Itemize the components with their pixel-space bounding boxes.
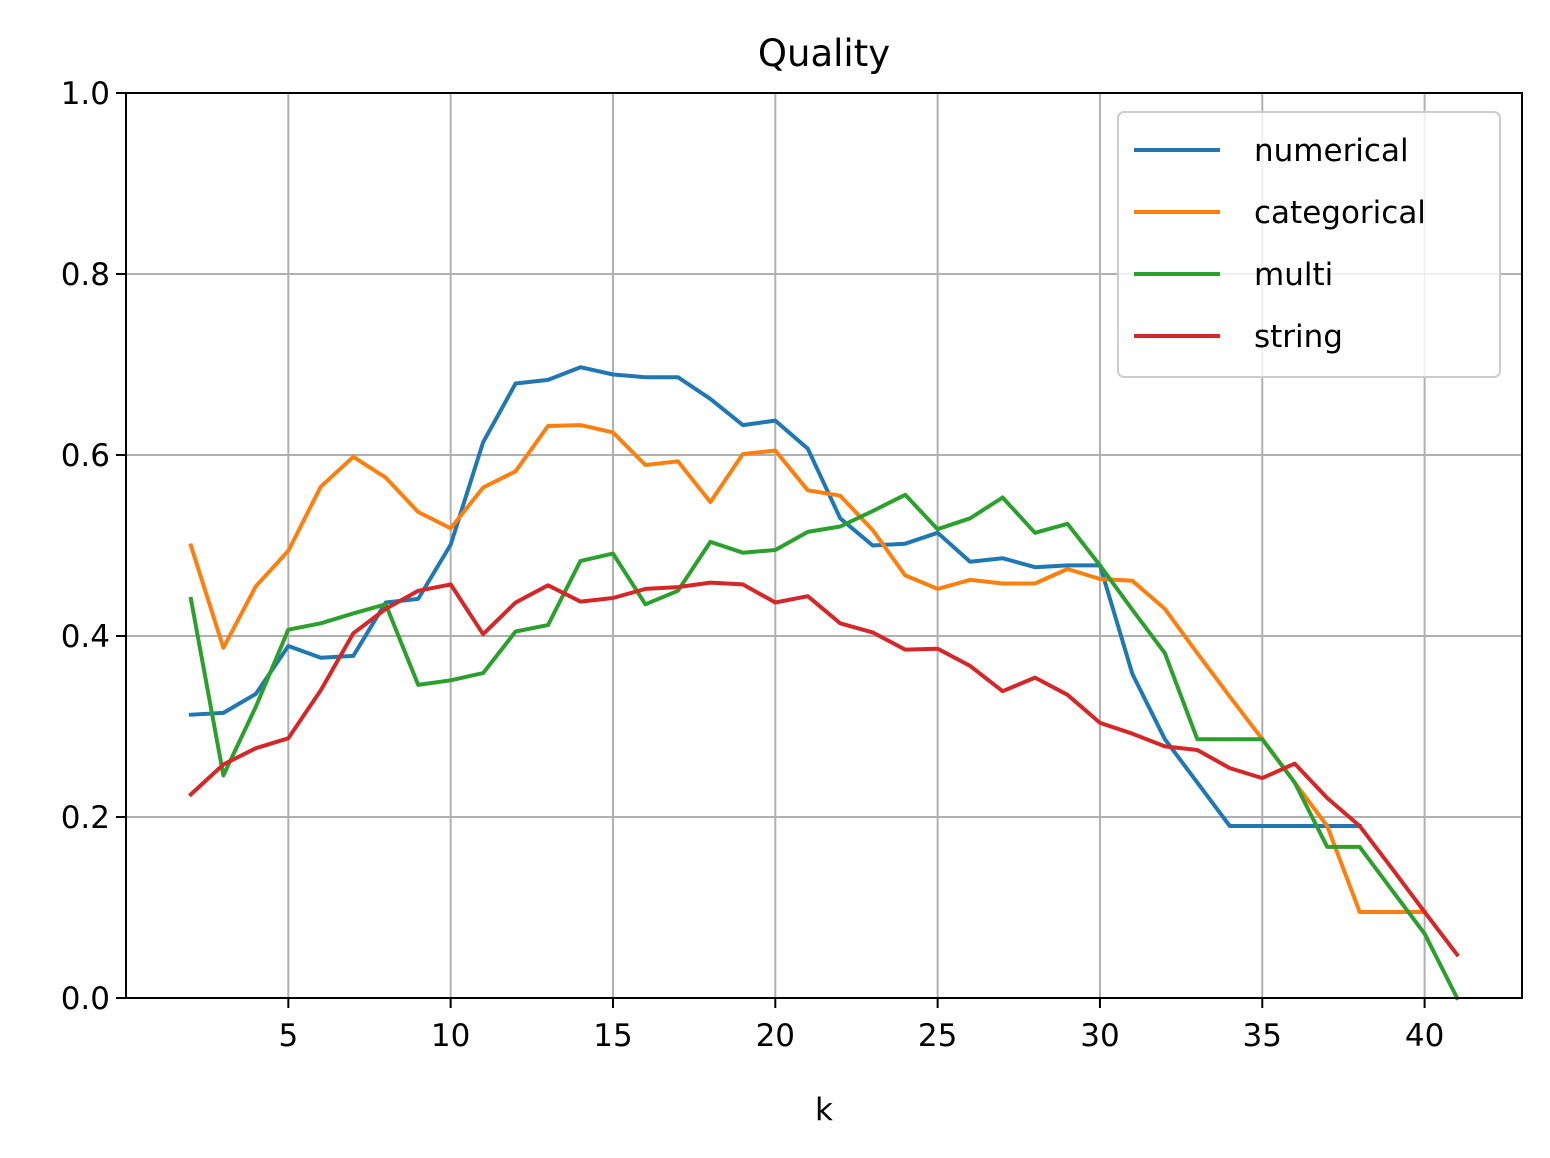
legend-box bbox=[1117, 111, 1501, 378]
x-tick-label: 40 bbox=[1405, 1018, 1444, 1054]
y-tick-label: 0.2 bbox=[61, 800, 110, 836]
y-tick-label: 0.0 bbox=[61, 981, 110, 1017]
series-line-multi bbox=[188, 492, 1460, 1001]
y-tick-label: 0.8 bbox=[61, 257, 110, 293]
axis-ticks: 5 10 15 20 25 30 35 40 0.0 0.2 0.4 0.6 0.8 1.0 bbox=[61, 76, 1445, 1054]
x-tick-label: 10 bbox=[431, 1018, 470, 1054]
legend-label-numerical: numerical bbox=[1254, 133, 1409, 169]
legend-label-string: string bbox=[1254, 319, 1343, 355]
y-tick-label: 0.4 bbox=[61, 619, 110, 655]
y-tick-label: 0.6 bbox=[61, 438, 110, 474]
x-axis-title: k bbox=[815, 1092, 833, 1128]
legend: numerical categorical multi string bbox=[1117, 111, 1501, 378]
legend-label-multi: multi bbox=[1254, 257, 1333, 293]
x-tick-label: 20 bbox=[756, 1018, 795, 1054]
legend-label-categorical: categorical bbox=[1254, 195, 1426, 231]
series-line-string bbox=[188, 580, 1460, 958]
x-tick-label: 15 bbox=[593, 1018, 632, 1054]
series-lines bbox=[188, 365, 1460, 1001]
x-tick-label: 5 bbox=[278, 1018, 298, 1054]
x-tick-label: 35 bbox=[1243, 1018, 1282, 1054]
plot-frame bbox=[125, 92, 1523, 999]
series-line-categorical bbox=[188, 423, 1427, 914]
chart-title: Quality bbox=[758, 32, 890, 75]
x-tick-label: 25 bbox=[918, 1018, 957, 1054]
x-tick-label: 30 bbox=[1080, 1018, 1119, 1054]
y-tick-label: 1.0 bbox=[61, 76, 110, 112]
